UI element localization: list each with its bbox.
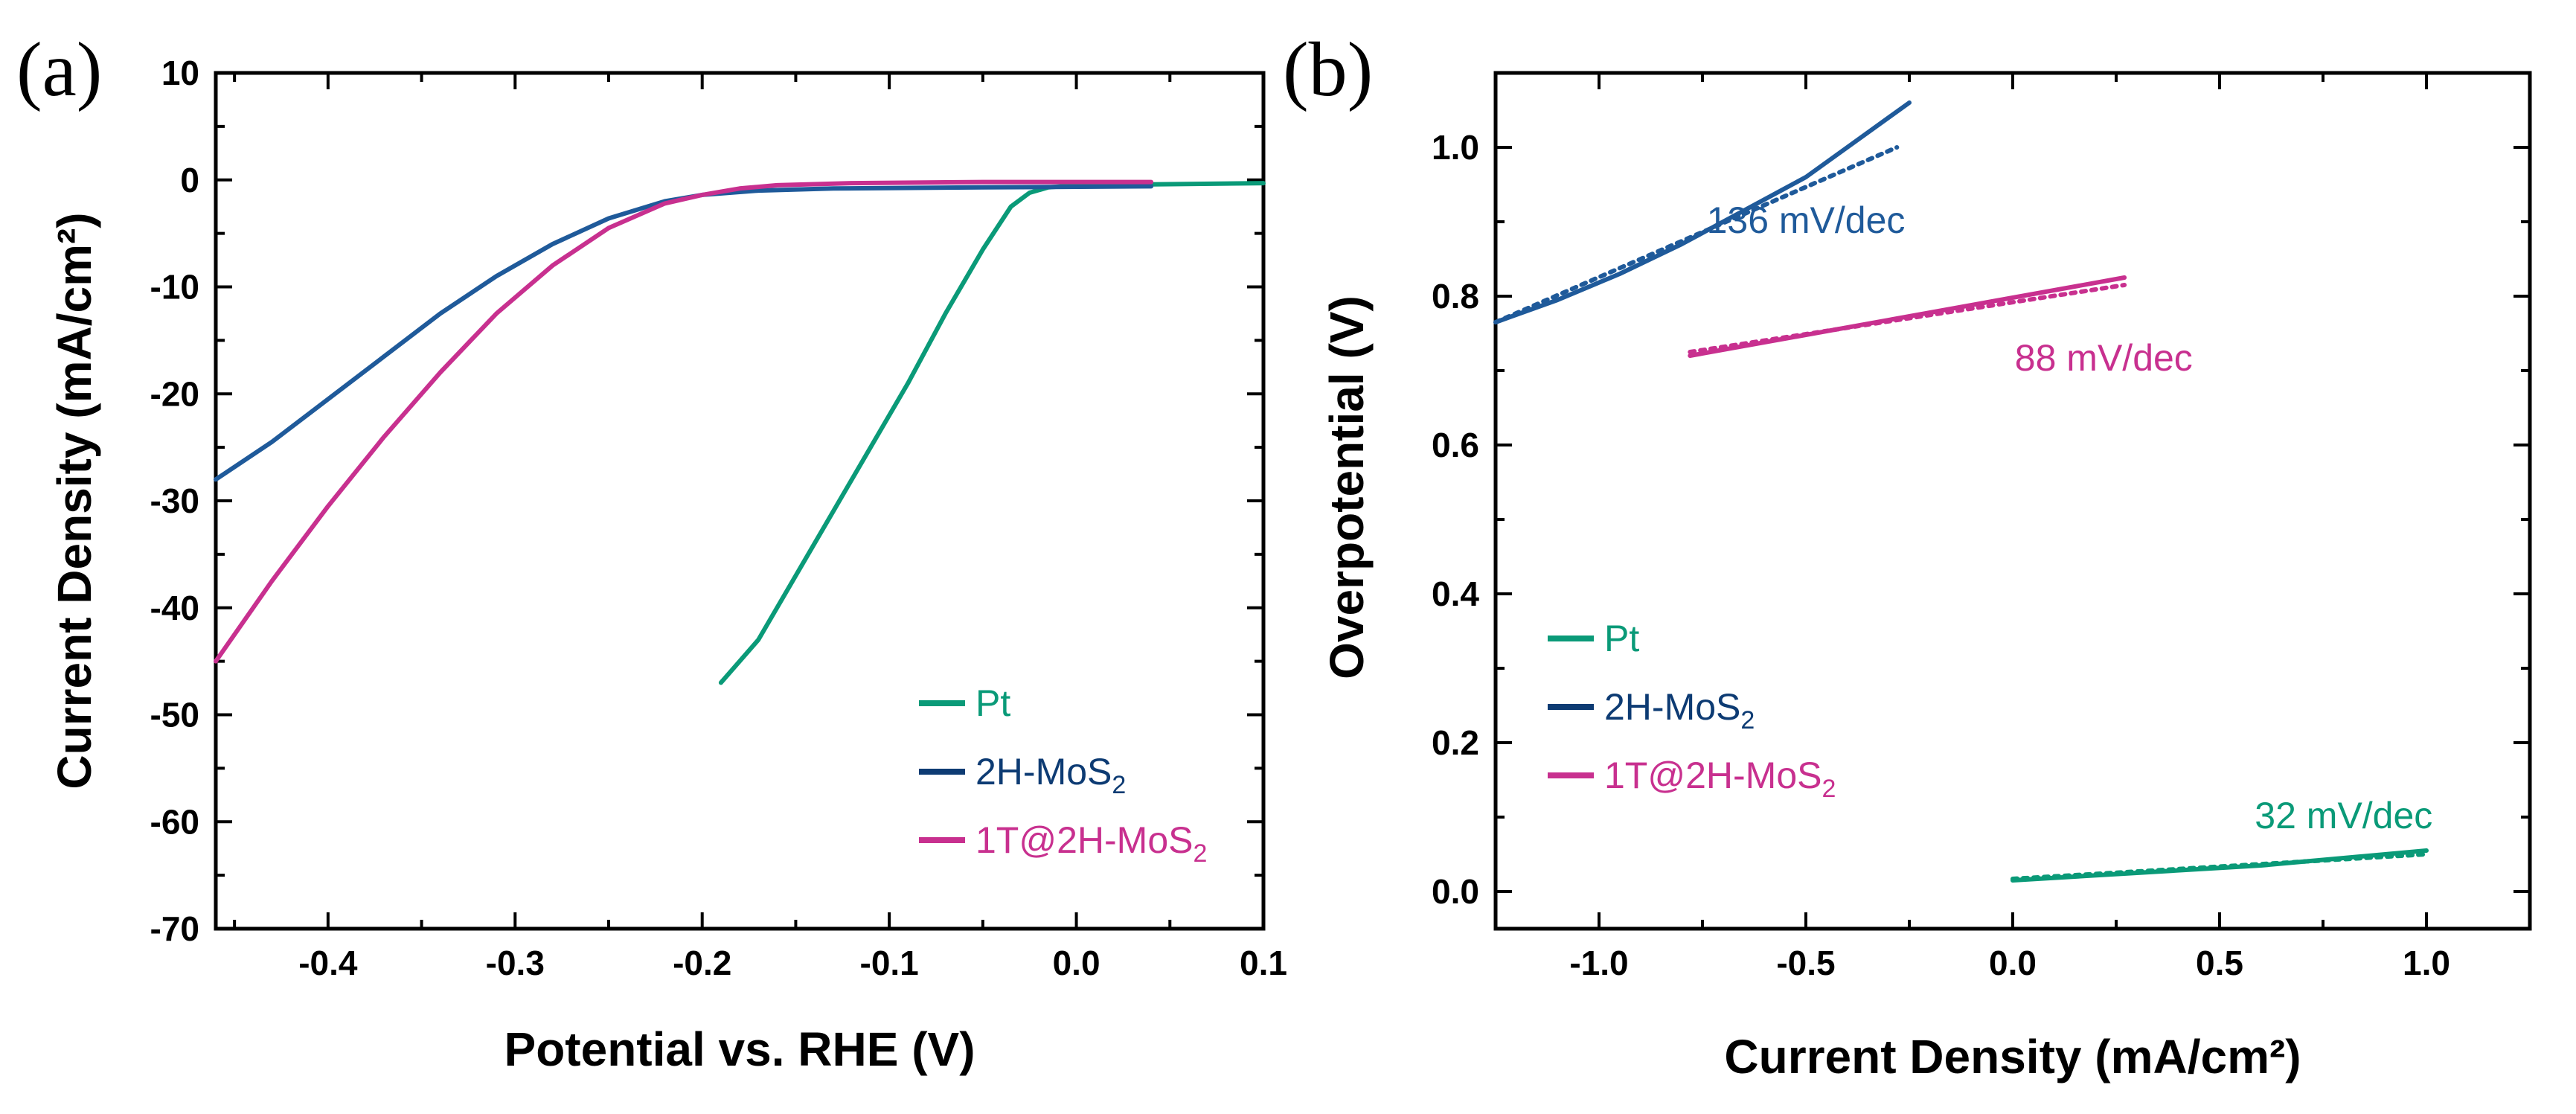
series-line-pt-tafel-fit	[2011, 852, 2429, 881]
slope-annotation: 136 mV/dec	[1707, 199, 1906, 241]
x-tick-label: 0.1	[1240, 944, 1287, 982]
x-tick-label: -0.1	[860, 944, 919, 982]
panel-a-ticks: -0.4 -0.3 -0.2 -0.1 0.0 0.1 10 0 -10 -20 -30 -40 -50…	[150, 54, 1287, 982]
y-tick-label: -30	[150, 481, 199, 520]
slope-annotation: 88 mV/dec	[2015, 337, 2193, 379]
x-tick-label: -0.5	[1776, 944, 1835, 982]
y-tick-label: -50	[150, 696, 199, 734]
panel-b-annotations: 136 mV/dec 88 mV/dec 32 mV/dec	[1707, 199, 2433, 836]
x-tick-label: -0.4	[298, 944, 358, 982]
y-tick-label: -10	[150, 268, 199, 307]
x-tick-label: -1.0	[1569, 944, 1628, 982]
slope-annotation: 32 mV/dec	[2255, 795, 2432, 836]
x-tick-label: -0.3	[486, 944, 545, 982]
legend-label-subscript: 2	[1112, 771, 1126, 799]
panel-b: (b) -1.0 -0.5 0.0 0.5 1.00.00.20.40.60.81.0 …	[1283, 27, 2532, 1083]
series-line-2h-mos2	[1493, 100, 1912, 324]
series-line-1t-2h-mos2-tafel-fit	[1688, 283, 2127, 354]
legend-label: 2H-MoS2	[1604, 686, 1755, 734]
x-tick-label: 0.0	[1053, 944, 1100, 982]
panel-b-series	[1493, 100, 2429, 883]
y-tick-label: 0.6	[1432, 426, 1479, 464]
legend-label-subscript: 2	[1822, 775, 1836, 803]
panel-b-ticks: -1.0 -0.5 0.0 0.5 1.0 0.0 0.2 0.4 0.6 0.8 1.0	[1432, 73, 2530, 982]
y-tick-label: 1.0	[1432, 128, 1479, 167]
panel-b-legend: Pt 2H-MoS2 1T@2H-MoS2	[1548, 618, 1836, 803]
panel-b-xlabel: Current Density (mA/cm²)	[1724, 1030, 2301, 1083]
y-tick-label: -60	[150, 802, 199, 841]
y-tick-label: 0.8	[1432, 277, 1479, 316]
x-tick-label: 0.5	[2196, 944, 2243, 982]
legend-label: 1T@2H-MoS2	[1604, 755, 1836, 803]
y-tick-label: 0.2	[1432, 723, 1479, 762]
panel-a: (a) -0.4 -0.3 -0.2 -0.1 0.0 0.1 10 0 -10 -20 -30 -4…	[16, 27, 1287, 1076]
legend-label: Pt	[975, 682, 1010, 724]
y-tick-label: -70	[150, 909, 199, 948]
y-tick-label: -40	[150, 589, 199, 627]
panel-a-legend: Pt 2H-MoS2 1T@2H-MoS2	[919, 682, 1207, 868]
y-tick-label: 0.4	[1432, 574, 1479, 613]
series-line-2h-mos2-tafel-fit	[1493, 145, 1900, 324]
y-tick-label: 0.0	[1432, 872, 1479, 911]
x-tick-label: 0.0	[1989, 944, 2037, 982]
y-tick-label: 10	[161, 54, 199, 92]
panel-a-series	[214, 179, 1266, 685]
panel-a-label: (a)	[16, 27, 102, 112]
panel-a-ylabel: Current Density (mA/cm²)	[48, 212, 101, 789]
y-tick-label: -20	[150, 374, 199, 413]
panel-b-ylabel: Overpotential (V)	[1320, 295, 1374, 679]
series-line-1t-2h-mos2	[214, 179, 1154, 664]
x-tick-label: 1.0	[2403, 944, 2450, 982]
legend-label: Pt	[1604, 618, 1639, 659]
y-tick-label: 0	[180, 161, 199, 199]
legend-label-subscript: 2	[1193, 839, 1207, 868]
panel-a-xlabel: Potential vs. RHE (V)	[504, 1022, 975, 1076]
series-line-pt	[718, 181, 1266, 685]
legend-label: 1T@2H-MoS2	[975, 819, 1207, 868]
legend-label: 2H-MoS2	[975, 751, 1126, 799]
series-line-2h-mos2	[214, 184, 1154, 482]
panel-a-frame	[214, 71, 1266, 931]
x-tick-label: -0.2	[673, 944, 731, 982]
legend-label-subscript: 2	[1740, 706, 1755, 734]
panel-b-label: (b)	[1283, 27, 1373, 112]
